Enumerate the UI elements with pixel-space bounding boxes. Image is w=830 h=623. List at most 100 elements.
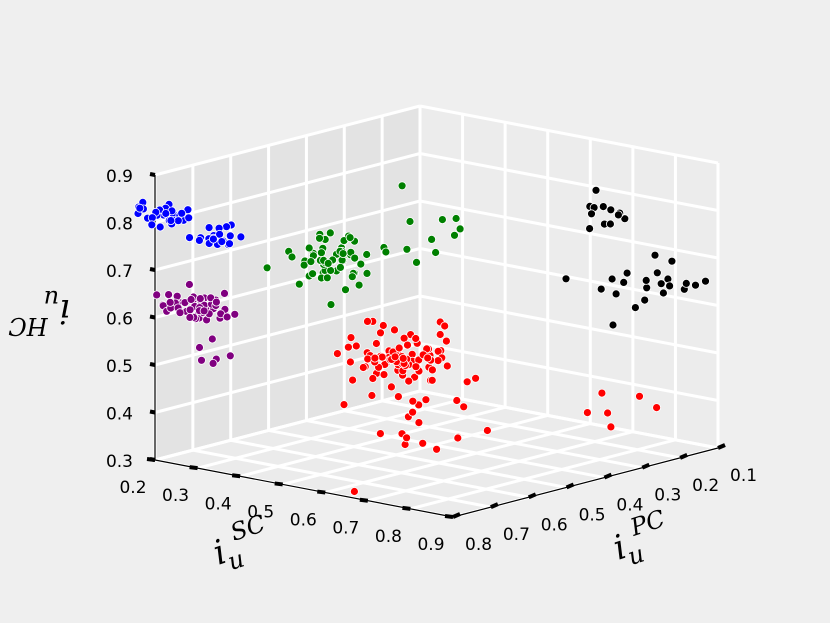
data-point (681, 278, 691, 288)
z-tick (149, 457, 156, 462)
data-point (220, 288, 229, 298)
data-point (390, 352, 400, 362)
data-point (403, 340, 412, 350)
data-point (376, 328, 385, 338)
data-point (375, 429, 385, 439)
data-point (294, 279, 304, 289)
grid-line (239, 405, 506, 478)
data-point (423, 353, 433, 363)
data-point (199, 306, 209, 316)
x-tick-label: 0.9 (417, 535, 444, 555)
data-point (322, 273, 332, 283)
y-tick-label: 0.6 (541, 515, 568, 535)
data-point (435, 330, 445, 339)
data-point (367, 391, 377, 400)
data-point (184, 213, 194, 223)
data-point (363, 316, 372, 326)
data-point (356, 259, 366, 269)
y-tick-label: 0.8 (465, 535, 492, 555)
z-tick-label: 0.6 (106, 310, 133, 330)
z-tick (149, 172, 156, 177)
data-point (208, 234, 218, 244)
data-point (177, 208, 187, 218)
data-point (650, 250, 660, 260)
data-point (368, 374, 378, 383)
grid-line (154, 294, 421, 367)
grid-line (192, 448, 492, 509)
data-point (236, 232, 246, 242)
data-point (591, 185, 601, 195)
data-point (393, 392, 403, 402)
data-point (222, 312, 232, 322)
y-tick-label: 0.3 (654, 486, 681, 506)
data-point (631, 303, 640, 313)
x-tick-label: 0.8 (375, 527, 402, 547)
data-point (175, 308, 185, 318)
data-point (207, 334, 217, 344)
data-point (607, 274, 617, 284)
data-point (587, 209, 596, 219)
data-point (332, 349, 342, 359)
data-point (347, 272, 357, 282)
data-point (432, 444, 442, 454)
x-tick-label: 0.3 (162, 486, 189, 506)
data-point (414, 418, 424, 428)
data-point (194, 235, 204, 245)
data-point (399, 333, 409, 343)
data-point (350, 253, 360, 263)
data-point (362, 268, 372, 278)
data-point (370, 353, 380, 363)
z-axis-title: iu HC (8, 285, 70, 340)
data-point (397, 181, 407, 191)
grid-line (419, 294, 719, 355)
data-point (667, 256, 677, 266)
x-tick (231, 473, 241, 479)
data-point (598, 202, 608, 212)
y-tick (490, 502, 499, 509)
y-tick (679, 453, 688, 460)
grid-line (381, 399, 681, 460)
y-tick (641, 462, 651, 470)
data-point (358, 363, 368, 372)
data-point (335, 262, 345, 272)
x-tick-label: 0.5 (247, 502, 274, 522)
data-point (606, 205, 616, 215)
x-tick (274, 481, 283, 487)
data-point (620, 214, 630, 224)
x-tick (189, 465, 198, 471)
data-point (596, 284, 606, 294)
data-point (561, 274, 571, 284)
data-point (185, 233, 194, 243)
data-point (450, 230, 459, 240)
data-point (166, 216, 176, 226)
data-point (225, 239, 234, 249)
data-point (164, 290, 174, 300)
data-point (230, 309, 240, 319)
data-point (462, 377, 472, 387)
data-point (427, 365, 437, 375)
data-point (351, 341, 361, 351)
grid-line (419, 342, 719, 402)
data-point (585, 224, 594, 234)
y-tick-label: 0.7 (503, 525, 530, 545)
data-point (211, 297, 221, 307)
data-point (482, 426, 492, 435)
data-point (453, 433, 463, 443)
data-point (641, 275, 651, 285)
data-point (642, 283, 652, 293)
data-point (345, 357, 355, 367)
data-point (659, 288, 668, 298)
x-tick-label: 0.6 (290, 511, 317, 531)
data-point (652, 403, 661, 413)
data-point (597, 388, 607, 398)
data-point (225, 351, 235, 361)
data-point (640, 295, 650, 305)
data-point (408, 407, 418, 417)
data-point (418, 438, 428, 448)
data-point (362, 250, 372, 259)
z-tick (149, 409, 156, 415)
data-point (440, 321, 450, 331)
grid-line (230, 438, 529, 499)
data-point (622, 268, 632, 278)
